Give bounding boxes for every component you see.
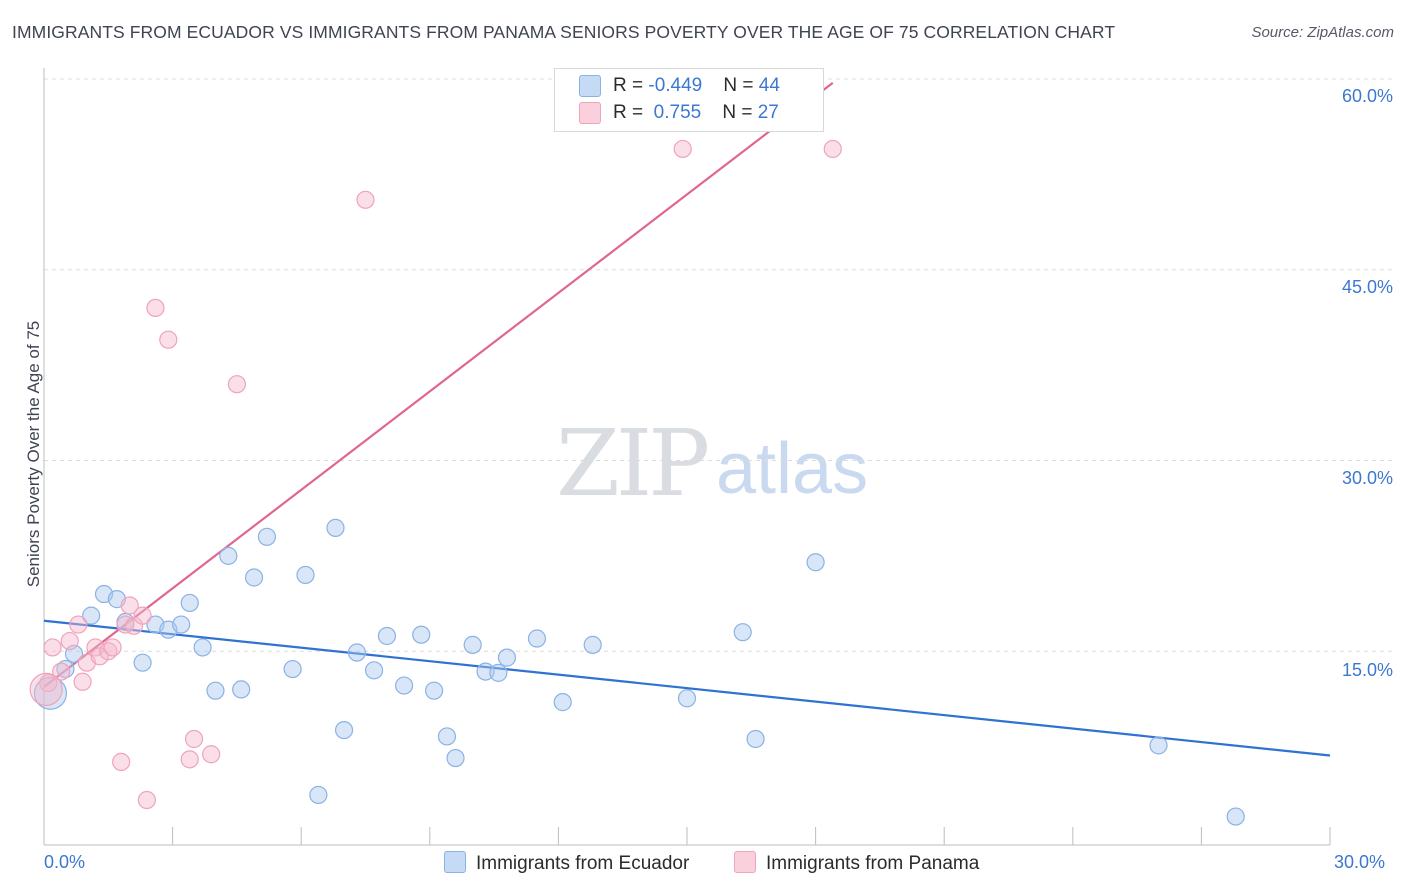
panama-point [112,752,131,771]
ecuador-point [437,727,457,746]
ecuador-point [296,565,315,585]
panama-point [137,790,156,810]
ecuador-point [677,689,697,708]
panama-point [120,596,139,615]
panama-swatch [579,102,601,124]
ecuador-point [219,546,238,565]
panama-trend-line [43,81,834,688]
panama-point [69,615,88,634]
panama-point [146,298,165,317]
ecuador-point [583,635,602,654]
watermark-zip: ZIP [556,410,710,517]
panama-point [184,729,204,749]
ecuador-point [424,681,444,700]
ecuador-point [244,568,264,587]
ecuador-point [733,623,752,642]
source-credit: Source: ZipAtlas.com [1251,24,1394,41]
ecuador-point [806,553,825,572]
panama-point [202,745,221,764]
r-label: R = [613,75,649,97]
panama-point [60,631,79,651]
correlation-legend: R = -0.449 N = 44 R = 0.755 N = 27 [554,68,824,132]
ecuador-point [172,615,191,634]
ecuador-point [446,748,465,768]
panama-point [823,139,842,159]
bottom-legend-panama: Immigrants from Panama [734,851,979,875]
axes [43,68,1331,846]
panama-point [133,606,152,625]
panama-point [673,139,692,159]
panama-point [159,330,178,349]
ecuador-point [1149,736,1168,755]
ecuador-point [476,662,495,681]
ecuador-point [746,729,765,749]
ecuador-point [33,676,68,710]
n-label: N = [723,75,759,97]
y-tick-label: 60.0% [1341,86,1393,106]
ecuador-point [394,676,414,695]
panama-swatch [734,851,756,873]
ecuador-point [463,635,482,654]
y-tick-label: 15.0% [1341,660,1393,680]
n-value: 44 [758,75,780,97]
ecuador-swatch [579,75,601,97]
ecuador-point [377,626,397,646]
panama-point [180,750,199,769]
panama-point [73,672,92,691]
panama-point [43,638,62,657]
ecuador-point [489,663,508,682]
legend-row-ecuador: R = -0.449 N = 44 [579,75,780,99]
panama-point [52,662,71,681]
panama-point [39,673,58,693]
legend-row-panama: R = 0.755 N = 27 [579,102,779,126]
r-value: 0.755 [648,102,702,124]
x-tick-label: 0.0% [44,852,86,872]
y-tick-label: 45.0% [1341,277,1393,297]
ecuador-point [82,606,101,625]
ecuador-point [497,648,517,667]
panama-point [90,647,109,666]
n-label: N = [722,102,758,124]
ecuador-point [180,593,199,613]
ecuador-point [283,659,302,679]
ecuador-point [527,629,547,648]
ecuador-point [364,661,384,680]
r-label: R = [613,102,649,124]
chart-title: IMMIGRANTS FROM ECUADOR VS IMMIGRANTS FR… [12,22,1116,42]
ecuador-legend-label: Immigrants from Ecuador [476,853,690,874]
y-axis-label: Seniors Poverty Over the Age of 75 [24,320,43,588]
panama-legend-label: Immigrants from Panama [766,853,980,874]
ecuador-point [206,681,225,700]
ecuador-swatch [444,851,466,873]
panama-point [29,672,63,707]
ecuador-trend-line [43,619,1331,757]
ecuador-point [133,653,152,672]
ecuador-point [347,643,367,662]
trend-lines [43,81,1331,757]
n-value: 27 [757,102,779,124]
ecuador-point [1226,807,1245,826]
ecuador-point [232,680,251,699]
r-value: -0.449 [648,75,703,97]
panama-point [356,190,375,209]
watermark-atlas: atlas [716,429,869,509]
ecuador-point [309,785,328,805]
ecuador-point [326,518,345,537]
x-tick-label: 30.0% [1334,852,1386,872]
data-points [29,139,1245,826]
panama-point [103,638,122,657]
bottom-legend-ecuador: Immigrants from Ecuador [444,851,689,875]
gridlines [44,78,1392,652]
y-tick-label: 30.0% [1341,468,1393,488]
ecuador-point [412,625,431,644]
ecuador-point [257,527,277,546]
panama-point [227,375,246,394]
ecuador-point [334,720,354,740]
ecuador-point [553,693,572,712]
ecuador-point [193,638,212,657]
